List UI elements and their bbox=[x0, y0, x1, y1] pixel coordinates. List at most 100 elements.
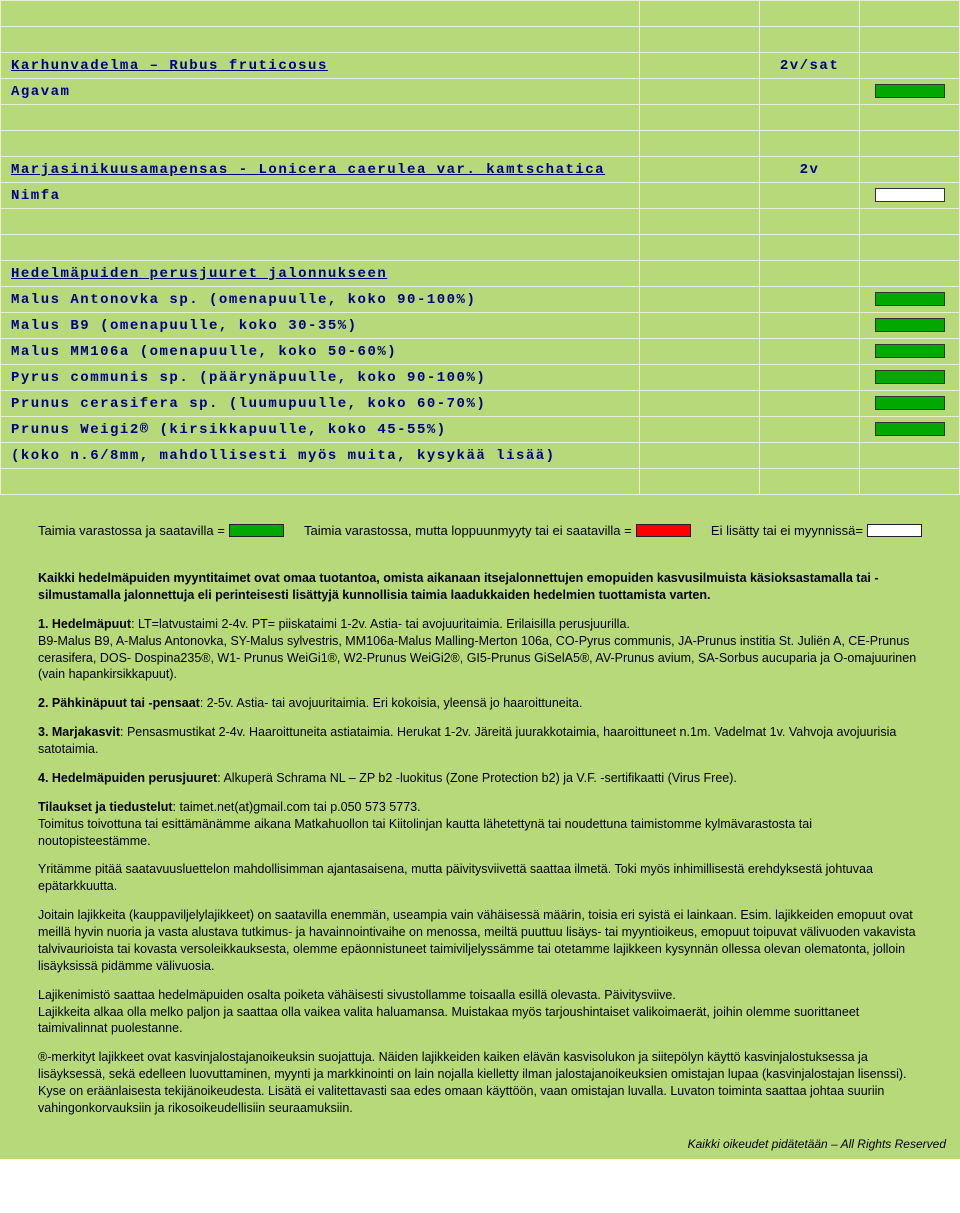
cell-name: Malus Antonovka sp. (omenapuulle, koko 9… bbox=[1, 287, 640, 313]
cell-status bbox=[860, 235, 960, 261]
cell-name bbox=[1, 469, 640, 495]
cell-size bbox=[760, 131, 860, 157]
info-item-1-lead: 1. Hedelmäpuut bbox=[38, 617, 131, 631]
cell-status bbox=[860, 365, 960, 391]
cell-status bbox=[860, 183, 960, 209]
cell-size bbox=[760, 183, 860, 209]
legend-soldout-label: Taimia varastossa, mutta loppuunmyyty ta… bbox=[304, 523, 632, 538]
cell-name bbox=[1, 235, 640, 261]
legend-available-label: Taimia varastossa ja saatavilla = bbox=[38, 523, 225, 538]
legend-section: Taimia varastossa ja saatavilla = Taimia… bbox=[0, 495, 960, 570]
info-item-2-rest: : 2-5v. Astia- tai avojuuritaimia. Eri k… bbox=[200, 696, 583, 710]
cell-name: Malus MM106a (omenapuulle, koko 50-60%) bbox=[1, 339, 640, 365]
info-item-4-lead: 4. Hedelmäpuiden perusjuuret bbox=[38, 771, 217, 785]
cell-status bbox=[860, 469, 960, 495]
info-item-2-lead: 2. Pähkinäpuut tai -pensaat bbox=[38, 696, 200, 710]
cell-size bbox=[760, 287, 860, 313]
table-row: Nimfa bbox=[1, 183, 960, 209]
cell-col2 bbox=[640, 261, 760, 287]
cell-size bbox=[760, 391, 860, 417]
info-item-1-sub: B9-Malus B9, A-Malus Antonovka, SY-Malus… bbox=[38, 634, 916, 682]
status-swatch bbox=[875, 84, 945, 98]
table-row bbox=[1, 105, 960, 131]
cell-size bbox=[760, 469, 860, 495]
cell-status bbox=[860, 105, 960, 131]
cell-status bbox=[860, 313, 960, 339]
cell-col2 bbox=[640, 53, 760, 79]
cell-size bbox=[760, 417, 860, 443]
table-row: Karhunvadelma – Rubus fruticosus2v/sat bbox=[1, 53, 960, 79]
table-row: Malus MM106a (omenapuulle, koko 50-60%) bbox=[1, 339, 960, 365]
legend-soldout: Taimia varastossa, mutta loppuunmyyty ta… bbox=[304, 523, 691, 538]
cell-col2 bbox=[640, 391, 760, 417]
cell-col2 bbox=[640, 417, 760, 443]
info-rights: ®-merkityt lajikkeet ovat kasvinjalostaj… bbox=[38, 1049, 922, 1117]
info-section: Kaikki hedelmäpuiden myyntitaimet ovat o… bbox=[0, 570, 960, 1133]
cell-status bbox=[860, 131, 960, 157]
info-item-2: 2. Pähkinäpuut tai -pensaat: 2-5v. Astia… bbox=[38, 695, 922, 712]
cell-status bbox=[860, 157, 960, 183]
cell-status bbox=[860, 443, 960, 469]
cell-col2 bbox=[640, 131, 760, 157]
legend-notsold-label: Ei lisätty tai ei myynnissä= bbox=[711, 523, 863, 538]
table-row bbox=[1, 131, 960, 157]
cell-size bbox=[760, 235, 860, 261]
table-row bbox=[1, 1, 960, 27]
table-row bbox=[1, 27, 960, 53]
info-item-3: 3. Marjakasvit: Pensasmustikat 2-4v. Haa… bbox=[38, 724, 922, 758]
cell-status bbox=[860, 391, 960, 417]
cell-size bbox=[760, 105, 860, 131]
cell-status bbox=[860, 261, 960, 287]
status-swatch bbox=[875, 188, 945, 202]
status-swatch bbox=[875, 370, 945, 384]
info-item-4: 4. Hedelmäpuiden perusjuuret: Alkuperä S… bbox=[38, 770, 922, 787]
info-contact-lead: Tilaukset ja tiedustelut bbox=[38, 800, 173, 814]
cell-name bbox=[1, 131, 640, 157]
cell-status bbox=[860, 339, 960, 365]
status-swatch bbox=[875, 344, 945, 358]
cell-size bbox=[760, 209, 860, 235]
cell-size: 2v bbox=[760, 157, 860, 183]
info-item-1: 1. Hedelmäpuut: LT=latvustaimi 2-4v. PT=… bbox=[38, 616, 922, 684]
info-item-3-rest: : Pensasmustikat 2-4v. Haaroittuneita as… bbox=[38, 725, 896, 756]
info-delivery: Toimitus toivottuna tai esittämänämme ai… bbox=[38, 817, 812, 848]
table-row: Prunus cerasifera sp. (luumupuulle, koko… bbox=[1, 391, 960, 417]
info-intro: Kaikki hedelmäpuiden myyntitaimet ovat o… bbox=[38, 570, 922, 604]
cell-size bbox=[760, 261, 860, 287]
cell-name: Karhunvadelma – Rubus fruticosus bbox=[1, 53, 640, 79]
table-row: Prunus Weigi2® (kirsikkapuulle, koko 45-… bbox=[1, 417, 960, 443]
cell-col2 bbox=[640, 235, 760, 261]
status-swatch bbox=[875, 292, 945, 306]
cell-name: Malus B9 (omenapuulle, koko 30-35%) bbox=[1, 313, 640, 339]
info-naming-b: Lajikkeita alkaa olla melko paljon ja sa… bbox=[38, 1005, 859, 1036]
table-row: Agavam bbox=[1, 79, 960, 105]
cell-name: Agavam bbox=[1, 79, 640, 105]
cell-name bbox=[1, 105, 640, 131]
table-row: Malus Antonovka sp. (omenapuulle, koko 9… bbox=[1, 287, 960, 313]
cell-size bbox=[760, 313, 860, 339]
legend-available: Taimia varastossa ja saatavilla = bbox=[38, 523, 284, 538]
cell-name bbox=[1, 209, 640, 235]
legend-soldout-swatch bbox=[636, 524, 691, 537]
cell-status bbox=[860, 209, 960, 235]
cell-status bbox=[860, 1, 960, 27]
footer-copyright: Kaikki oikeudet pidätetään – All Rights … bbox=[0, 1133, 960, 1151]
cell-col2 bbox=[640, 183, 760, 209]
legend-notsold-swatch bbox=[867, 524, 922, 537]
table-row bbox=[1, 469, 960, 495]
cell-name: (koko n.6/8mm, mahdollisesti myös muita,… bbox=[1, 443, 640, 469]
info-item-1-rest: : LT=latvustaimi 2-4v. PT= piiskataimi 1… bbox=[131, 617, 630, 631]
cell-name: Prunus cerasifera sp. (luumupuulle, koko… bbox=[1, 391, 640, 417]
cell-col2 bbox=[640, 157, 760, 183]
cell-col2 bbox=[640, 313, 760, 339]
cell-size bbox=[760, 79, 860, 105]
page-container: Karhunvadelma – Rubus fruticosus2v/satAg… bbox=[0, 0, 960, 1159]
cell-col2 bbox=[640, 105, 760, 131]
cell-col2 bbox=[640, 469, 760, 495]
cell-name: Marjasinikuusamapensas - Lonicera caerul… bbox=[1, 157, 640, 183]
table-row bbox=[1, 235, 960, 261]
cell-name: Nimfa bbox=[1, 183, 640, 209]
cell-size bbox=[760, 27, 860, 53]
cell-col2 bbox=[640, 287, 760, 313]
info-uptodate: Yritämme pitää saatavuusluettelon mahdol… bbox=[38, 861, 922, 895]
